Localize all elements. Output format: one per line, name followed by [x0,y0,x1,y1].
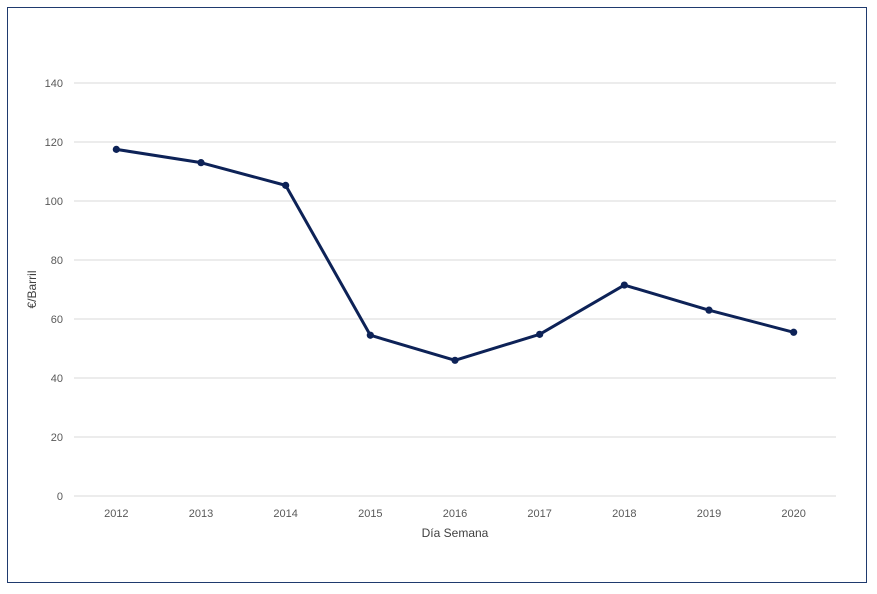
y-tick-label: 100 [45,196,63,208]
y-tick-label: 140 [45,78,63,90]
y-tick-label: 0 [57,491,63,503]
x-tick-label: 2016 [443,508,467,520]
x-tick-label: 2017 [527,508,551,520]
x-tick-label: 2018 [612,508,636,520]
x-tick-label: 2019 [697,508,721,520]
chart-frame [7,7,867,583]
series-group [112,145,798,364]
data-point-2012 [112,145,120,153]
x-tick-labels: 2012 2013 2014 2015 2016 2017 2018 2019 2020 [104,508,806,520]
y-tick-label: 80 [51,255,63,267]
data-point-2017 [536,330,544,338]
data-point-2020 [790,328,798,336]
y-axis-title: €/Barril [25,270,39,308]
x-tick-label: 2013 [189,508,213,520]
data-point-2015 [366,331,374,339]
x-axis-title: Día Semana [422,526,489,540]
data-point-2016 [451,356,459,364]
y-tick-label: 20 [51,432,63,444]
data-point-2014 [282,181,290,189]
data-point-2018 [620,281,628,289]
series-line [114,147,796,362]
y-tick-labels: 0 20 40 60 80 100 120 140 [45,78,63,503]
data-point-2019 [705,306,713,314]
y-tick-label: 120 [45,137,63,149]
y-tick-label: 40 [51,373,63,385]
x-tick-label: 2020 [781,508,805,520]
data-point-2013 [197,159,205,167]
x-tick-label: 2015 [358,508,382,520]
x-tick-label: 2014 [273,508,297,520]
x-tick-label: 2012 [104,508,128,520]
gridlines [74,82,836,497]
y-tick-label: 60 [51,314,63,326]
